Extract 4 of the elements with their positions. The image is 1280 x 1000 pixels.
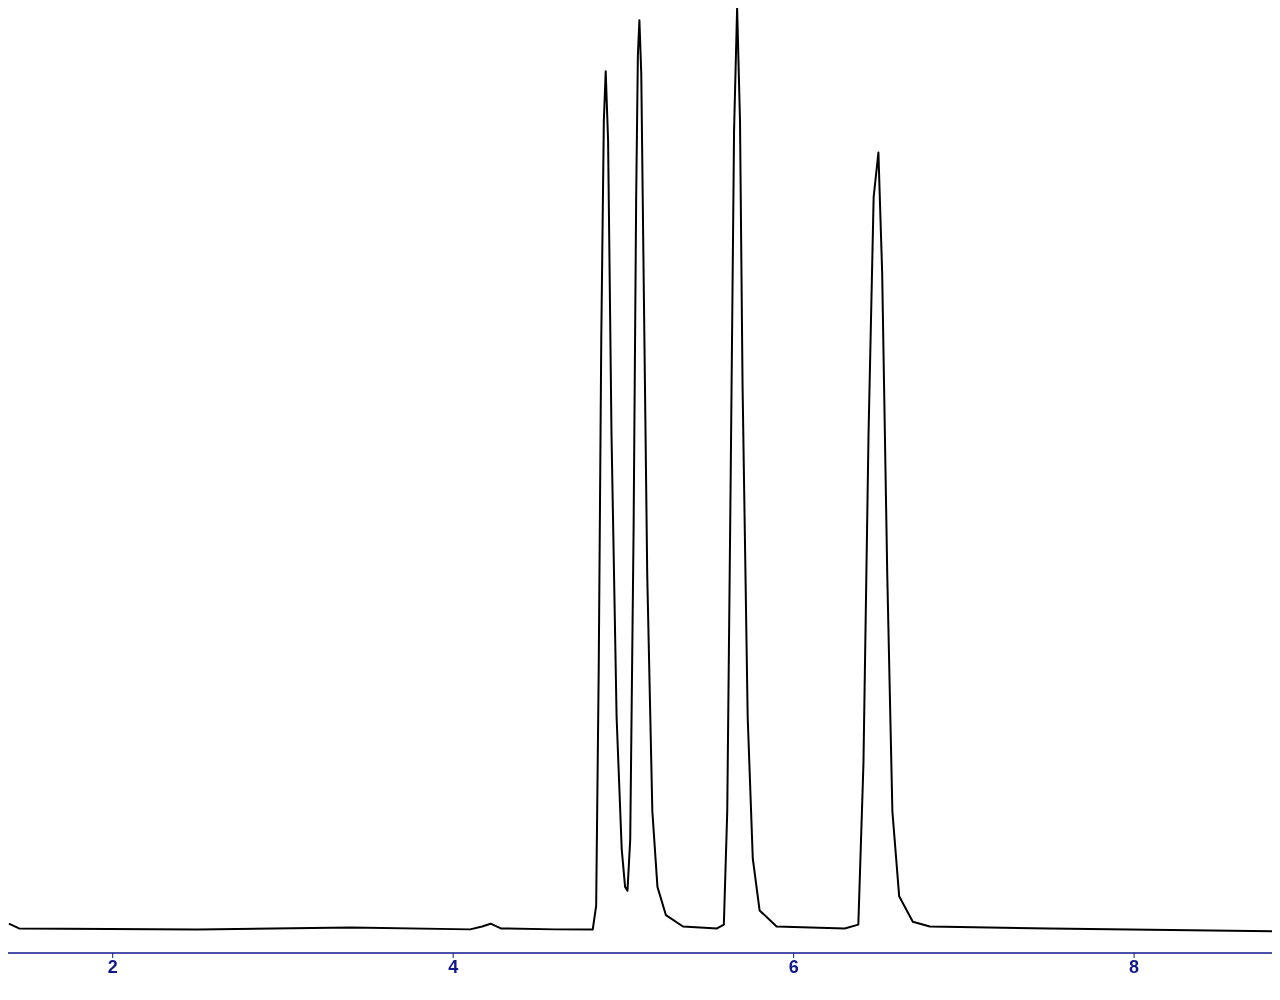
x-tick-label: 4 — [448, 956, 459, 977]
x-tick-label: 2 — [107, 956, 118, 977]
x-tick-label: 8 — [1129, 956, 1140, 977]
x-tick-label: 6 — [788, 956, 799, 977]
